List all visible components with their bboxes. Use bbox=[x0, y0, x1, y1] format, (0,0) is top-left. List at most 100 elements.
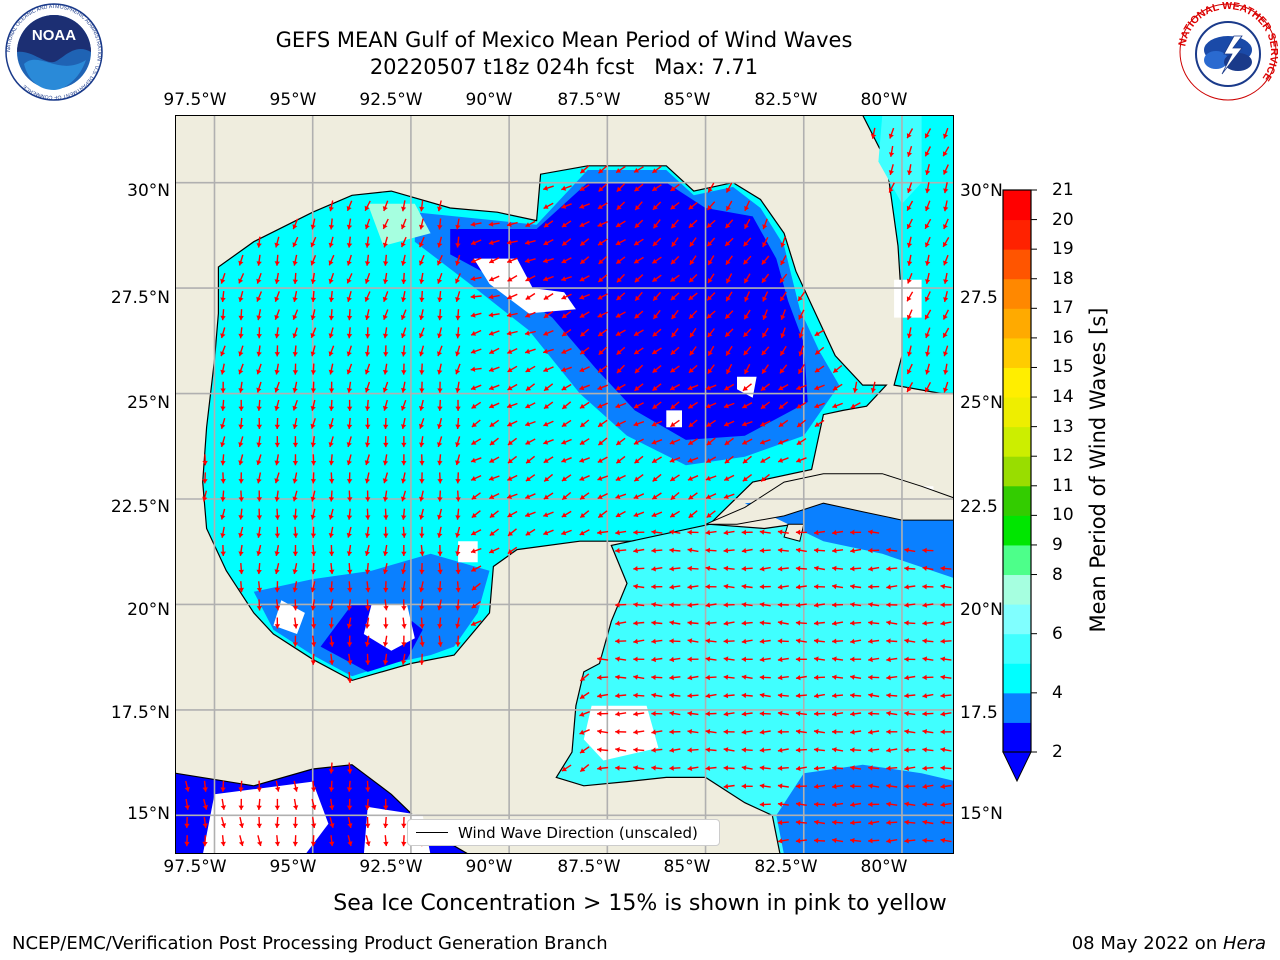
wave-arrow-head bbox=[943, 169, 948, 175]
colorbar bbox=[1002, 189, 1037, 783]
wave-arrow-head bbox=[670, 494, 676, 500]
wave-arrow-head bbox=[886, 566, 891, 572]
wave-arrow-head bbox=[292, 478, 298, 484]
wave-arrow-head bbox=[455, 260, 461, 266]
wave-arrow-head bbox=[634, 385, 640, 391]
wave-arrow-head bbox=[419, 642, 425, 647]
wave-arrow-head bbox=[814, 801, 819, 807]
wave-arrow-head bbox=[652, 258, 658, 264]
wave-arrow-head bbox=[471, 476, 477, 481]
wave-arrow-head bbox=[886, 692, 891, 699]
wave-arrow-head bbox=[383, 805, 389, 810]
colorbar-block bbox=[1003, 219, 1031, 250]
wave-arrow-head bbox=[328, 460, 335, 466]
wave-arrow-head bbox=[886, 729, 891, 735]
wave-arrow-head bbox=[651, 439, 657, 445]
wave-arrow-head bbox=[723, 711, 729, 717]
lat-tick-right: 15°N bbox=[960, 804, 1003, 824]
wave-arrow-head bbox=[815, 349, 821, 355]
wave-arrow-head bbox=[778, 439, 784, 445]
wave-arrow-head bbox=[850, 583, 855, 590]
wave-arrow-head bbox=[347, 569, 353, 575]
wave-arrow-head bbox=[725, 223, 731, 229]
wave-arrow-head bbox=[940, 620, 946, 626]
wave-arrow-head bbox=[437, 351, 442, 357]
wave-arrow-head bbox=[832, 711, 837, 717]
wave-arrow-head bbox=[706, 403, 711, 409]
wave-arrow-head bbox=[419, 660, 425, 665]
wave-arrow-head bbox=[470, 312, 476, 318]
wave-arrow-head bbox=[723, 783, 729, 790]
wave-arrow-head bbox=[868, 729, 873, 735]
wave-arrow-head bbox=[706, 313, 712, 319]
wave-arrow-head bbox=[759, 783, 765, 789]
wave-arrow-head bbox=[652, 476, 658, 482]
wave-arrow-head bbox=[832, 747, 837, 753]
wave-arrow-head bbox=[310, 279, 316, 284]
colorbar-block bbox=[1003, 604, 1031, 635]
wave-arrow-head bbox=[419, 496, 425, 502]
wave-arrow-head bbox=[329, 642, 335, 647]
wave-arrow-head bbox=[562, 494, 568, 500]
wave-arrow-head bbox=[238, 297, 244, 302]
wave-arrow-head bbox=[814, 620, 819, 626]
wave-arrow-head bbox=[777, 783, 783, 789]
wave-arrow-head bbox=[924, 333, 930, 338]
wave-arrow-head bbox=[742, 385, 748, 391]
wave-arrow-head bbox=[741, 548, 747, 554]
wave-arrow-head bbox=[220, 388, 226, 393]
wave-arrow-head bbox=[561, 276, 567, 282]
colorbar-tick-label: 4 bbox=[1052, 682, 1063, 703]
wave-arrow-head bbox=[777, 566, 783, 572]
wave-arrow-head bbox=[814, 765, 819, 771]
colorbar-tick-label: 20 bbox=[1052, 209, 1074, 230]
wave-arrow-head bbox=[598, 186, 604, 192]
wave-arrow-head bbox=[744, 223, 749, 229]
lon-tick-bottom: 82.5°W bbox=[754, 857, 818, 877]
wave-arrow-head bbox=[238, 406, 244, 411]
wave-arrow-head bbox=[310, 569, 317, 575]
wave-arrow-head bbox=[616, 186, 622, 192]
wave-arrow-head bbox=[706, 494, 712, 499]
wave-arrow-head bbox=[759, 529, 765, 535]
wave-arrow-head bbox=[762, 314, 768, 320]
wave-arrow-head bbox=[455, 243, 461, 248]
wave-arrow-head bbox=[651, 674, 656, 680]
wave-arrow-head bbox=[256, 387, 262, 393]
wave-arrow-head bbox=[419, 423, 424, 429]
wave-arrow-head bbox=[943, 387, 949, 393]
wave-arrow-head bbox=[940, 747, 946, 753]
wave-arrow-head bbox=[687, 584, 693, 590]
wave-arrow-head bbox=[561, 457, 567, 463]
wave-arrow-head bbox=[795, 620, 801, 626]
wave-arrow-head bbox=[419, 224, 425, 230]
wave-arrow-head bbox=[742, 458, 748, 464]
wave-arrow-head bbox=[382, 642, 389, 647]
wave-arrow-head bbox=[328, 278, 334, 284]
wave-arrow-head bbox=[561, 203, 567, 209]
wave-arrow-head bbox=[669, 602, 674, 608]
wave-arrow-head bbox=[886, 656, 891, 663]
wave-arrow-head bbox=[616, 295, 622, 301]
wave-arrow-head bbox=[220, 460, 226, 466]
wave-arrow-head bbox=[868, 765, 873, 771]
wave-arrow-head bbox=[347, 497, 353, 502]
wave-arrow-head bbox=[633, 711, 638, 717]
wave-arrow-head bbox=[507, 367, 513, 372]
wave-arrow-head bbox=[597, 747, 602, 753]
wave-arrow-head bbox=[904, 765, 909, 771]
wave-arrow-head bbox=[507, 221, 512, 227]
wave-arrow-head bbox=[906, 205, 912, 211]
wave-arrow-head bbox=[580, 422, 586, 427]
wave-arrow-head bbox=[705, 674, 710, 681]
wave-arrow-head bbox=[670, 204, 676, 210]
wave-arrow-head bbox=[850, 711, 855, 717]
wave-arrow-head bbox=[597, 656, 602, 662]
wave-arrow-head bbox=[383, 533, 389, 538]
wave-arrow-head bbox=[292, 642, 299, 647]
wave-arrow-head bbox=[616, 368, 622, 374]
wave-arrow-head bbox=[328, 424, 334, 429]
noaa-logo-text: NOAA bbox=[32, 27, 76, 44]
wave-arrow-head bbox=[652, 204, 658, 210]
wave-arrow-head bbox=[274, 551, 280, 556]
